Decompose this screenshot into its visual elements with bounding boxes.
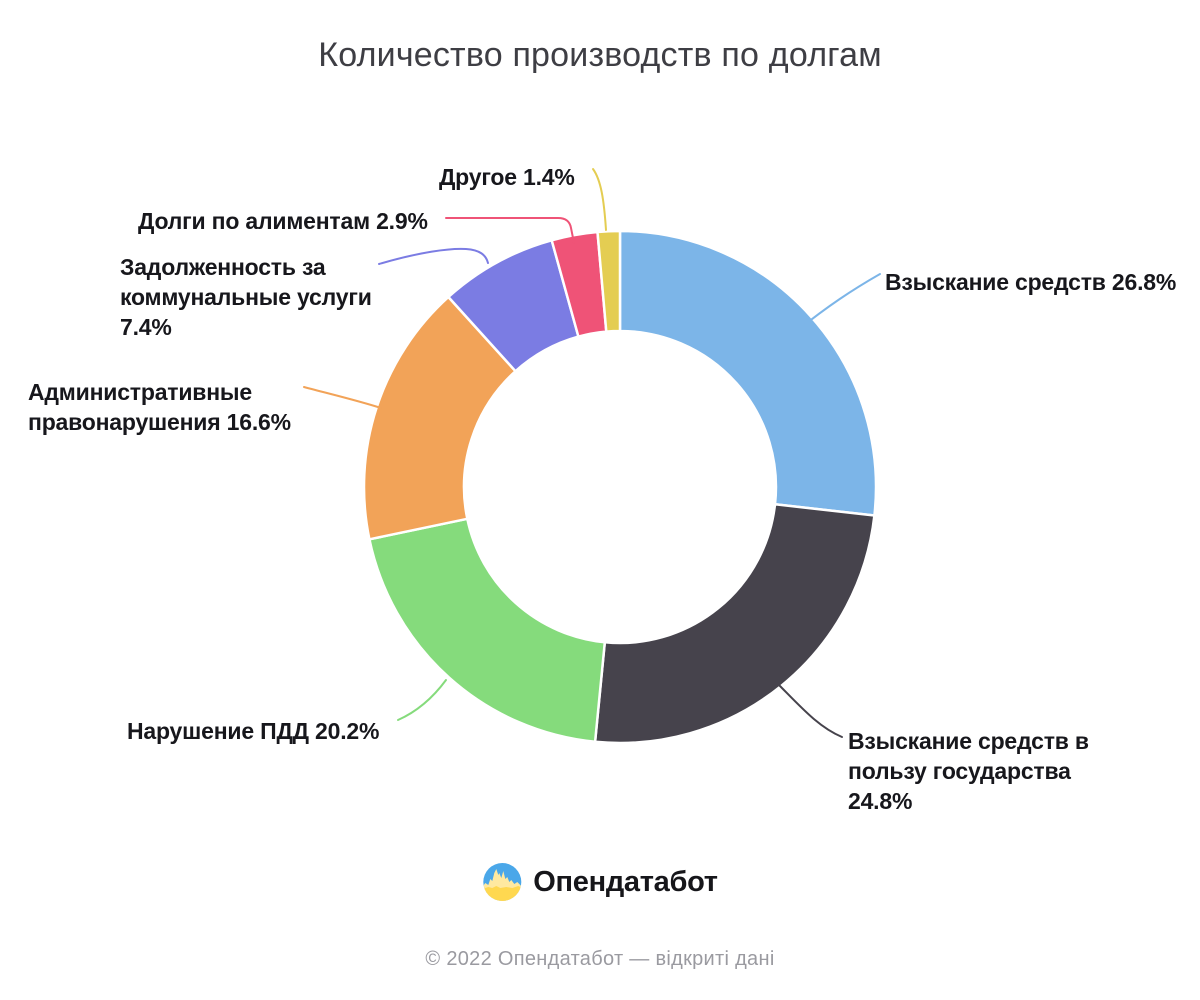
leader-line-3 <box>303 386 382 409</box>
callout-line: пользу государства <box>848 758 1071 784</box>
callout-line: Взыскание средств в <box>848 728 1089 754</box>
donut-segment-1 <box>593 503 876 745</box>
leader-line-0 <box>797 273 881 331</box>
callout-label-5: Долги по алиментам 2.9% <box>138 206 428 236</box>
callout-line: коммунальные услуги <box>120 284 372 310</box>
callout-line: 7.4% <box>120 314 172 340</box>
callout-label-4: Задолженность за коммунальные услуги 7.4% <box>120 252 372 342</box>
callout-label-0: Взыскание средств 26.8% <box>885 267 1176 297</box>
leader-line-2 <box>397 679 447 721</box>
leader-line-1 <box>775 681 843 738</box>
callout-label-2: Нарушение ПДД 20.2% <box>127 716 379 746</box>
leader-line-4 <box>378 247 489 265</box>
callout-label-6: Другое 1.4% <box>439 162 575 192</box>
callout-line: Задолженность за <box>120 254 326 280</box>
brand-footer: Опендатабот <box>482 862 718 902</box>
leader-line-5 <box>445 217 575 244</box>
leader-line-6 <box>592 168 607 231</box>
donut-segment-3 <box>362 295 517 541</box>
callout-line: 24.8% <box>848 788 913 814</box>
callout-line: правонарушения 16.6% <box>28 409 291 435</box>
callout-line: Долги по алиментам 2.9% <box>138 208 428 234</box>
callout-label-3: Административные правонарушения 16.6% <box>28 377 291 437</box>
donut-segment-2 <box>368 517 607 744</box>
chart-title: Количество производств по долгам <box>318 36 882 74</box>
callout-line: Нарушение ПДД 20.2% <box>127 718 380 744</box>
brand-name: Опендатабот <box>533 865 718 898</box>
callout-line: Другое 1.4% <box>439 164 575 190</box>
opendatabot-logo-icon <box>483 863 522 901</box>
callout-label-1: Взыскание средств в пользу государства 24.… <box>848 726 1089 816</box>
callout-line: Административные <box>28 379 252 405</box>
donut-segment-0 <box>618 229 878 517</box>
copyright-text: © 2022 Опендатабот — відкриті дані <box>425 948 775 970</box>
donut-segment-6 <box>596 229 622 333</box>
callout-line: Взыскание средств 26.8% <box>885 269 1177 295</box>
